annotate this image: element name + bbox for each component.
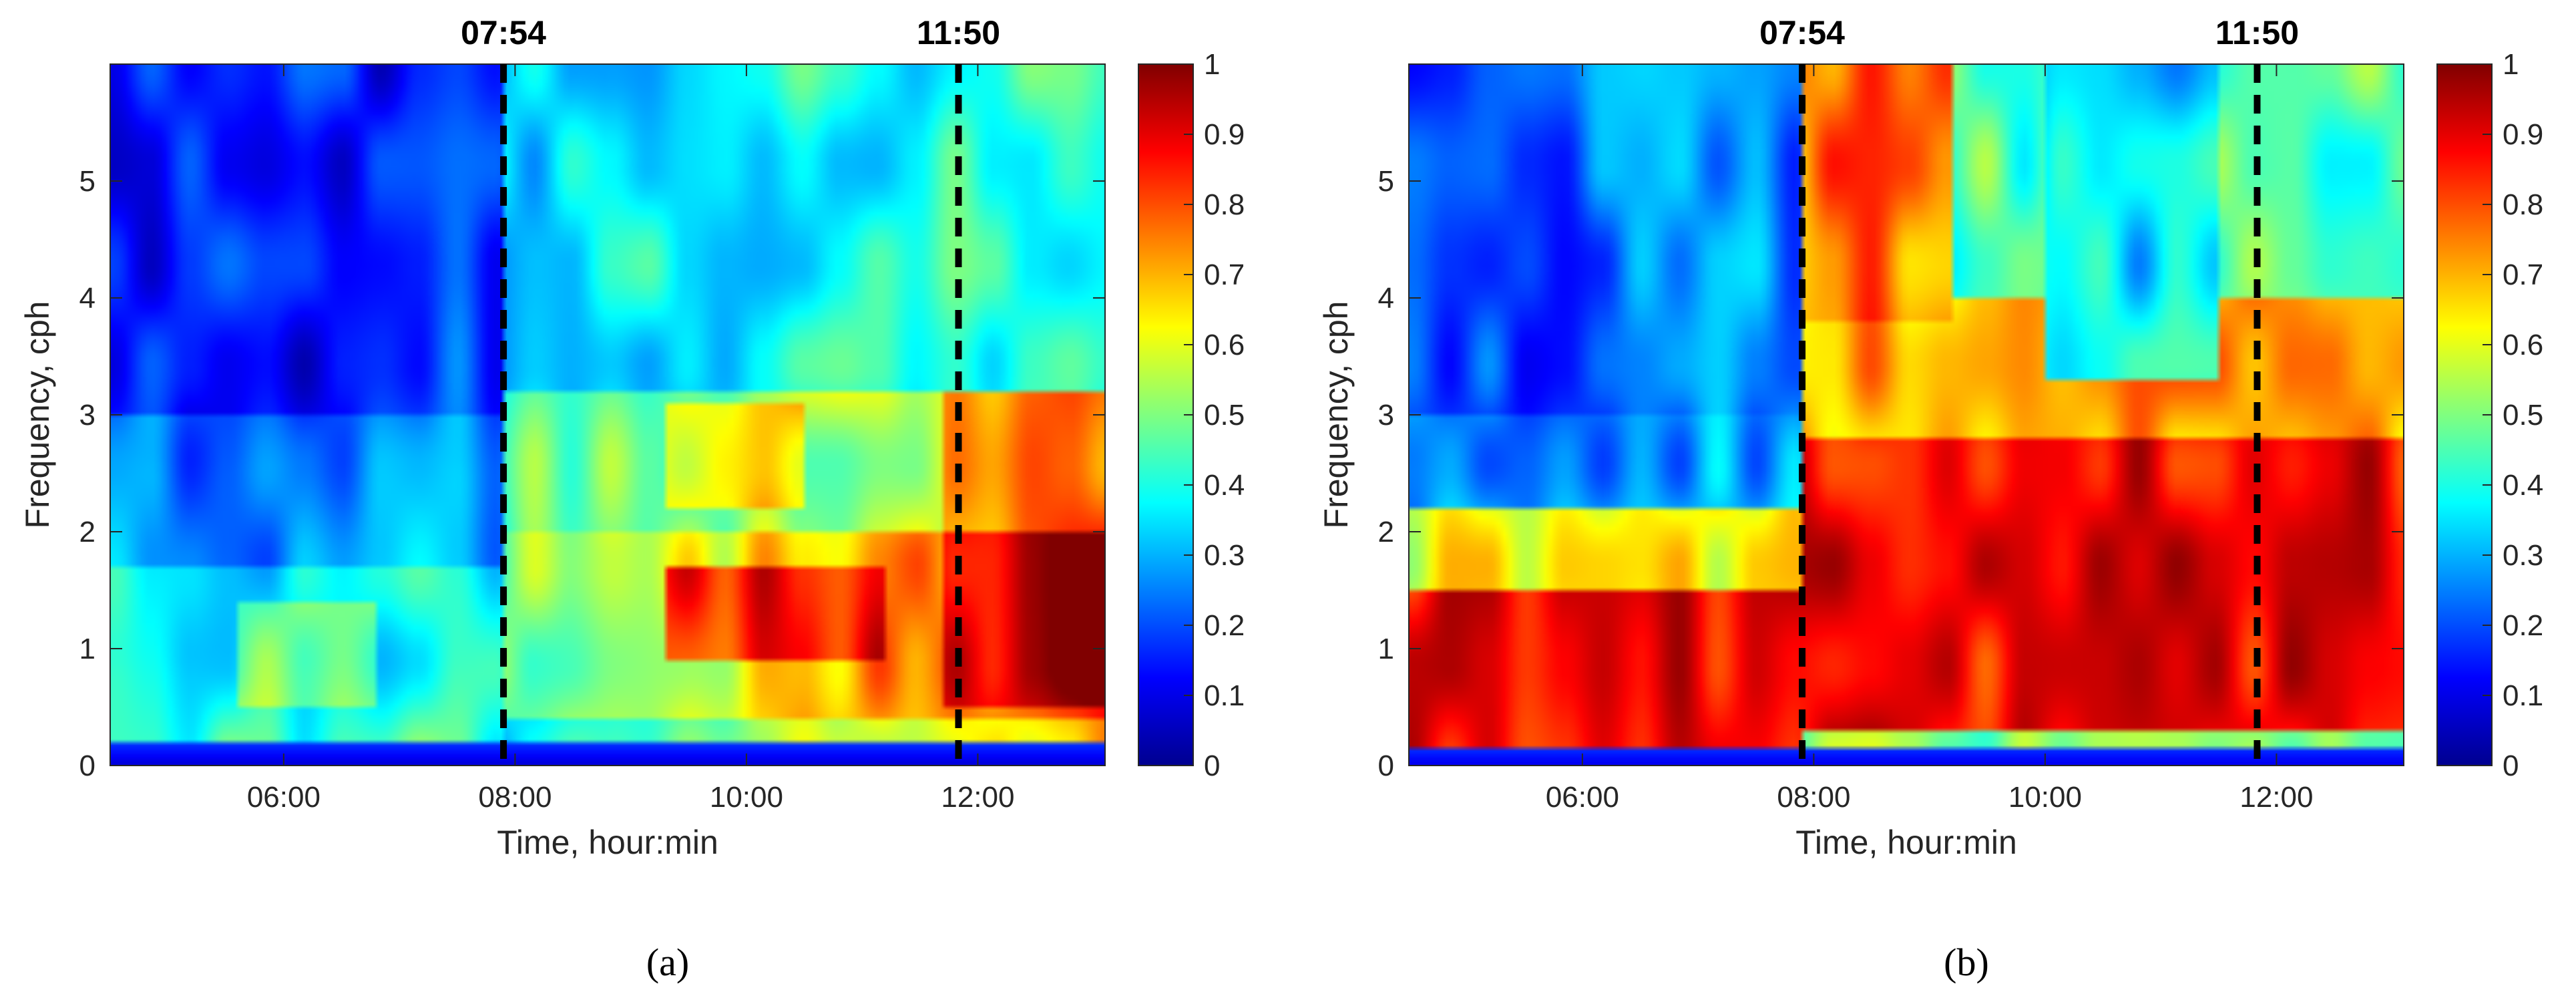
panel-caption: (a) xyxy=(646,941,689,984)
y-tick-label: 1 xyxy=(79,633,95,665)
y-tick-label: 3 xyxy=(1378,399,1394,432)
colorbar-tick-label: 0.5 xyxy=(1204,399,1245,432)
x-tick-label: 10:00 xyxy=(710,781,783,814)
x-tick-label: 08:00 xyxy=(478,781,552,814)
event-marker-label: 11:50 xyxy=(917,14,1000,51)
x-tick-label: 06:00 xyxy=(247,781,320,814)
y-tick-label: 0 xyxy=(79,749,95,782)
y-tick-label: 5 xyxy=(79,165,95,198)
colorbar-tick-label: 1 xyxy=(1204,48,1220,81)
heatmap-surface xyxy=(110,64,1105,766)
y-tick-label: 4 xyxy=(79,282,95,315)
panel-caption: (b) xyxy=(1944,941,1989,984)
event-marker-label: 11:50 xyxy=(2215,14,2299,51)
chart-panel-b: 06:00 08:00 10:00 12:00 0 1 2 3 4 5 Time, hour:min… xyxy=(1317,14,2543,984)
event-marker-label: 07:54 xyxy=(1759,14,1845,51)
y-tick-label: 1 xyxy=(1378,633,1394,665)
colorbar-tick-label: 0.2 xyxy=(2503,609,2543,642)
y-tick-label: 3 xyxy=(79,399,95,432)
y-tick-label: 0 xyxy=(1378,749,1394,782)
y-tick-label: 2 xyxy=(1378,516,1394,548)
x-axis-title: Time, hour:min xyxy=(1795,824,2017,861)
y-tick-label: 2 xyxy=(79,516,95,548)
colorbar-tick-label: 0.9 xyxy=(1204,118,1245,151)
heatmap-surface xyxy=(1409,64,2404,766)
colorbar-tick-label: 0.9 xyxy=(2503,118,2543,151)
colorbar-tick-label: 0.2 xyxy=(1204,609,1245,642)
x-tick-label: 12:00 xyxy=(941,781,1014,814)
x-tick-label: 10:00 xyxy=(2008,781,2082,814)
y-axis-title: Frequency, cph xyxy=(1317,301,1355,529)
y-tick-label: 4 xyxy=(1378,282,1394,315)
colorbar-tick-label: 0.3 xyxy=(1204,539,1245,572)
colorbar-tick-label: 0.4 xyxy=(1204,469,1245,502)
colorbar-tick-label: 1 xyxy=(2503,48,2519,81)
colorbar-tick-label: 0.8 xyxy=(1204,188,1245,221)
x-axis-title: Time, hour:min xyxy=(497,824,718,861)
colorbar-tick-label: 0 xyxy=(2503,749,2519,782)
y-tick-label: 5 xyxy=(1378,165,1394,198)
event-marker-label: 07:54 xyxy=(461,14,546,51)
x-tick-label: 06:00 xyxy=(1546,781,1619,814)
y-axis-title: Frequency, cph xyxy=(19,301,56,529)
x-tick-label: 08:00 xyxy=(1777,781,1850,814)
colorbar-tick-label: 0.5 xyxy=(2503,399,2543,432)
colorbar-tick-label: 0.6 xyxy=(1204,329,1245,361)
colorbar-tick-label: 0 xyxy=(1204,749,1220,782)
colorbar-tick-label: 0.6 xyxy=(2503,329,2543,361)
colorbar-tick-label: 0.7 xyxy=(2503,259,2543,291)
colorbar-tick-label: 0.7 xyxy=(1204,259,1245,291)
colorbar-tick-label: 0.4 xyxy=(2503,469,2543,502)
colorbar-tick-label: 0.1 xyxy=(2503,679,2543,712)
colorbar-tick-label: 0.8 xyxy=(2503,188,2543,221)
chart-panel-a: 06:00 08:00 10:00 12:00 0 1 2 3 4 5 Time, hour:min… xyxy=(19,14,1245,984)
x-tick-label: 12:00 xyxy=(2239,781,2313,814)
colorbar-tick-label: 0.3 xyxy=(2503,539,2543,572)
colorbar-tick-label: 0.1 xyxy=(1204,679,1245,712)
